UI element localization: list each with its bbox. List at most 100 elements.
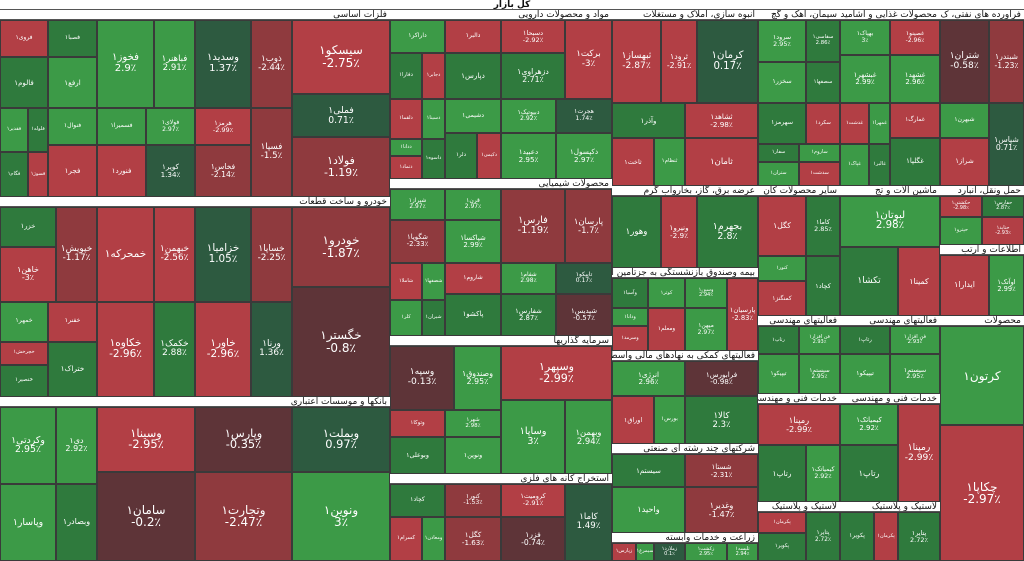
stock-tile[interactable]: غالبر۱	[869, 144, 890, 186]
stock-tile[interactable]: حپترو۱	[940, 216, 982, 245]
stock-tile[interactable]: سیسکو۱ -2.75٪	[292, 20, 390, 94]
stock-tile[interactable]: غشهد۱ 2.96٪	[890, 55, 940, 103]
stock-tile[interactable]: هرمز۱ -2.99٪	[195, 108, 251, 145]
stock-tile[interactable]: حفارس۱ 2.87٪	[982, 195, 1024, 217]
stock-tile[interactable]: کچاد۱	[806, 255, 840, 317]
stock-tile[interactable]: شفام۱ 2.98٪	[501, 262, 556, 294]
stock-tile[interactable]: فنورد۱	[97, 145, 146, 197]
stock-tile[interactable]: فسپا۱ -1.5٪	[251, 108, 292, 197]
stock-tile[interactable]: شپدیس۱ -0.57٪	[556, 293, 612, 337]
stock-tile[interactable]: ثبهساز۱ -2.87٪	[612, 20, 661, 103]
stock-tile[interactable]: خمهر۱	[0, 301, 48, 342]
stock-tile[interactable]: شپاس۱ 0.71٪	[989, 103, 1024, 186]
stock-tile[interactable]: شصفها۱	[422, 262, 445, 300]
stock-tile[interactable]: شپاکسا۱ 2.99٪	[445, 219, 501, 263]
stock-tile[interactable]: وبصادر۱	[56, 483, 97, 561]
stock-tile[interactable]: ثنظام۱	[654, 138, 685, 186]
stock-tile[interactable]: وسین۱ 2.94٪	[685, 278, 727, 309]
stock-tile[interactable]: دبیوتیک۱ 2.92٪	[501, 99, 556, 133]
stock-tile[interactable]: فجر۱	[48, 145, 97, 197]
stock-tile[interactable]: ارفع۱	[48, 57, 97, 108]
stock-tile[interactable]: میهن۱ 2.97٪	[685, 308, 727, 351]
stock-tile[interactable]: دالبر۱	[445, 20, 501, 53]
stock-tile[interactable]: سیستم۱ 2.95٪	[799, 354, 840, 395]
stock-tile[interactable]: ثرود۱ -2.91٪	[661, 20, 697, 103]
stock-tile[interactable]: چکاپا۱ -2.97٪	[940, 425, 1024, 561]
stock-tile[interactable]: سفاسی۱ 2.86٪	[806, 20, 840, 62]
stock-tile[interactable]: پکویر۱	[758, 533, 806, 561]
stock-tile[interactable]: دفارا۱	[390, 53, 422, 99]
stock-tile[interactable]: خپویش۱ -1.17٪	[56, 206, 97, 302]
stock-tile[interactable]: وسپهر۱ -2.99٪	[501, 346, 612, 401]
stock-tile[interactable]: خزر۱	[0, 206, 56, 247]
stock-tile[interactable]: دتماد۱	[390, 156, 422, 179]
stock-tile[interactable]: قرن۱ 2.97٪	[445, 188, 501, 220]
stock-tile[interactable]: غپاک۱	[840, 144, 869, 186]
stock-tile[interactable]: دلقما۱	[390, 99, 422, 139]
stock-tile[interactable]: کنور۱ -1.53٪	[445, 483, 501, 517]
stock-tile[interactable]: شبهرن۱	[940, 103, 989, 138]
stock-tile[interactable]: تاپیکو۱ 0.17٪	[556, 262, 612, 294]
stock-tile[interactable]: رمپنا۱ -2.99٪	[898, 404, 940, 503]
stock-tile[interactable]: اوآتک۱ 2.99٪	[989, 254, 1024, 317]
stock-tile[interactable]: خودرو۱ -1.87٪	[292, 206, 390, 287]
stock-tile[interactable]: سخزر۱	[758, 62, 806, 103]
stock-tile[interactable]: غبشهر۱ 2.99٪	[840, 55, 890, 103]
stock-tile[interactable]: ایدارا۱	[940, 254, 989, 317]
stock-tile[interactable]: پکرمان۱	[874, 512, 898, 561]
stock-tile[interactable]: وبهمن۱ 2.94٪	[565, 400, 612, 474]
stock-tile[interactable]: ونوین۱ 3٪	[292, 471, 390, 561]
stock-tile[interactable]: ومعادن۱	[422, 516, 445, 561]
stock-tile[interactable]: سیستم۱ 2.95٪	[890, 354, 940, 395]
stock-tile[interactable]: پکویر۱	[840, 512, 874, 561]
stock-tile[interactable]: وصندوق۱ 2.95٪	[454, 346, 501, 411]
stock-tile[interactable]: ومعلم۱	[648, 308, 685, 351]
stock-tile[interactable]: فسمیرا۱	[97, 108, 146, 145]
stock-tile[interactable]: پتایر۱ 2.72٪	[806, 512, 840, 561]
stock-tile[interactable]: وکردتی۱ 2.95٪	[0, 406, 56, 484]
stock-tile[interactable]: فقدیر۱	[0, 108, 28, 152]
stock-tile[interactable]: وبوعلی۱	[390, 437, 445, 474]
stock-tile[interactable]: ونیرو۱ -2.9٪	[661, 195, 697, 269]
stock-tile[interactable]: کگل۱ -1.63٪	[445, 516, 501, 561]
stock-tile[interactable]: فخاس۱ -2.14٪	[195, 145, 251, 197]
stock-tile[interactable]: فگام۱	[0, 152, 28, 197]
stock-tile[interactable]: وپاسار۱	[0, 483, 56, 561]
stock-tile[interactable]: زپارس۱	[612, 542, 636, 561]
stock-tile[interactable]: وپارس۱ -0.35٪	[195, 406, 292, 472]
stock-tile[interactable]: ذوب۱ -2.44٪	[251, 20, 292, 108]
stock-tile[interactable]: غگلپا۱	[890, 138, 940, 186]
stock-tile[interactable]: فلوله۱	[28, 108, 48, 152]
stock-tile[interactable]: کاما۱ 2.85٪	[806, 195, 840, 256]
stock-tile[interactable]: داراکر۱	[390, 20, 445, 53]
stock-tile[interactable]: وتوکا۱	[390, 410, 445, 438]
stock-tile[interactable]: غصینو۱ -2.96٪	[890, 20, 940, 55]
stock-tile[interactable]: کویر۱ 1.34٪	[146, 145, 195, 197]
stock-tile[interactable]: کسرام۱	[390, 516, 422, 561]
stock-tile[interactable]: رتاپ۱	[840, 445, 898, 503]
stock-tile[interactable]: پکرمان۱	[758, 512, 806, 534]
stock-tile[interactable]: دکپسول۱ 2.97٪	[556, 133, 612, 179]
stock-tile[interactable]: فن افزار۱ 2.93٪	[799, 326, 840, 355]
stock-tile[interactable]: وهور۱	[612, 195, 661, 269]
stock-tile[interactable]: فالوم۱	[0, 57, 48, 108]
stock-tile[interactable]: وآذر۱	[612, 103, 685, 138]
stock-tile[interactable]: وسینا۱ -2.95٪	[97, 406, 195, 472]
stock-tile[interactable]: فصبا۱	[48, 20, 97, 57]
stock-tile[interactable]: تلیسه۱ 2.94٪	[727, 542, 758, 561]
stock-tile[interactable]: ورنا۱ 1.36٪	[251, 301, 292, 397]
stock-tile[interactable]: بهپاک۱ 3٪	[840, 20, 890, 55]
stock-tile[interactable]: شهر۱ 2.98٪	[445, 410, 501, 438]
stock-tile[interactable]: فولای۱ 2.97٪	[146, 108, 195, 145]
stock-tile[interactable]: کروميت۱ -2.91٪	[501, 483, 565, 517]
stock-tile[interactable]: سکرد۱	[806, 103, 840, 144]
stock-tile[interactable]: تیپیکو۱	[840, 354, 890, 395]
stock-tile[interactable]: کوثر۱	[648, 278, 685, 309]
stock-tile[interactable]: وسرمد۱	[612, 326, 648, 351]
stock-tile[interactable]: خنصیر۱	[0, 364, 48, 397]
stock-tile[interactable]: کرمان۱ 0.17٪	[697, 20, 758, 103]
stock-tile[interactable]: ددانا۱	[390, 139, 422, 156]
stock-tile[interactable]: کمنگنز۱	[758, 280, 806, 317]
stock-tile[interactable]: شفارس۱ 2.87٪	[501, 293, 556, 337]
stock-tile[interactable]: سهرمز۱	[758, 103, 806, 144]
